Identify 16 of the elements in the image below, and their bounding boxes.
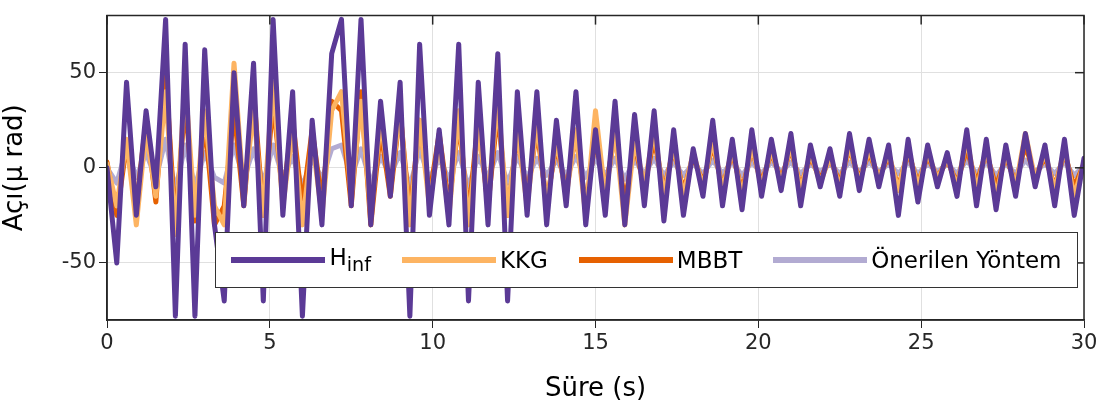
legend-label: KKG (499, 247, 548, 273)
y-tick-label: 0 (82, 154, 96, 179)
legend-label: MBBT (676, 247, 743, 273)
y-axis-title: Açı(μ rad) (0, 104, 29, 232)
x-tick-label: 0 (100, 330, 114, 355)
y-tick-label: 50 (69, 59, 96, 84)
y-tick-label: -50 (61, 249, 96, 274)
x-tick-label: 30 (1070, 330, 1098, 355)
legend-label: Önerilen Yöntem (871, 247, 1062, 273)
x-tick-label: 20 (744, 330, 772, 355)
x-tick-label: 10 (419, 330, 447, 355)
x-tick-label: 25 (907, 330, 935, 355)
x-tick-label: 5 (263, 330, 277, 355)
legend-label: H$_{inf}$ (329, 244, 371, 276)
x-tick-label: 15 (582, 330, 609, 355)
x-axis-title: Süre (s) (544, 372, 647, 403)
